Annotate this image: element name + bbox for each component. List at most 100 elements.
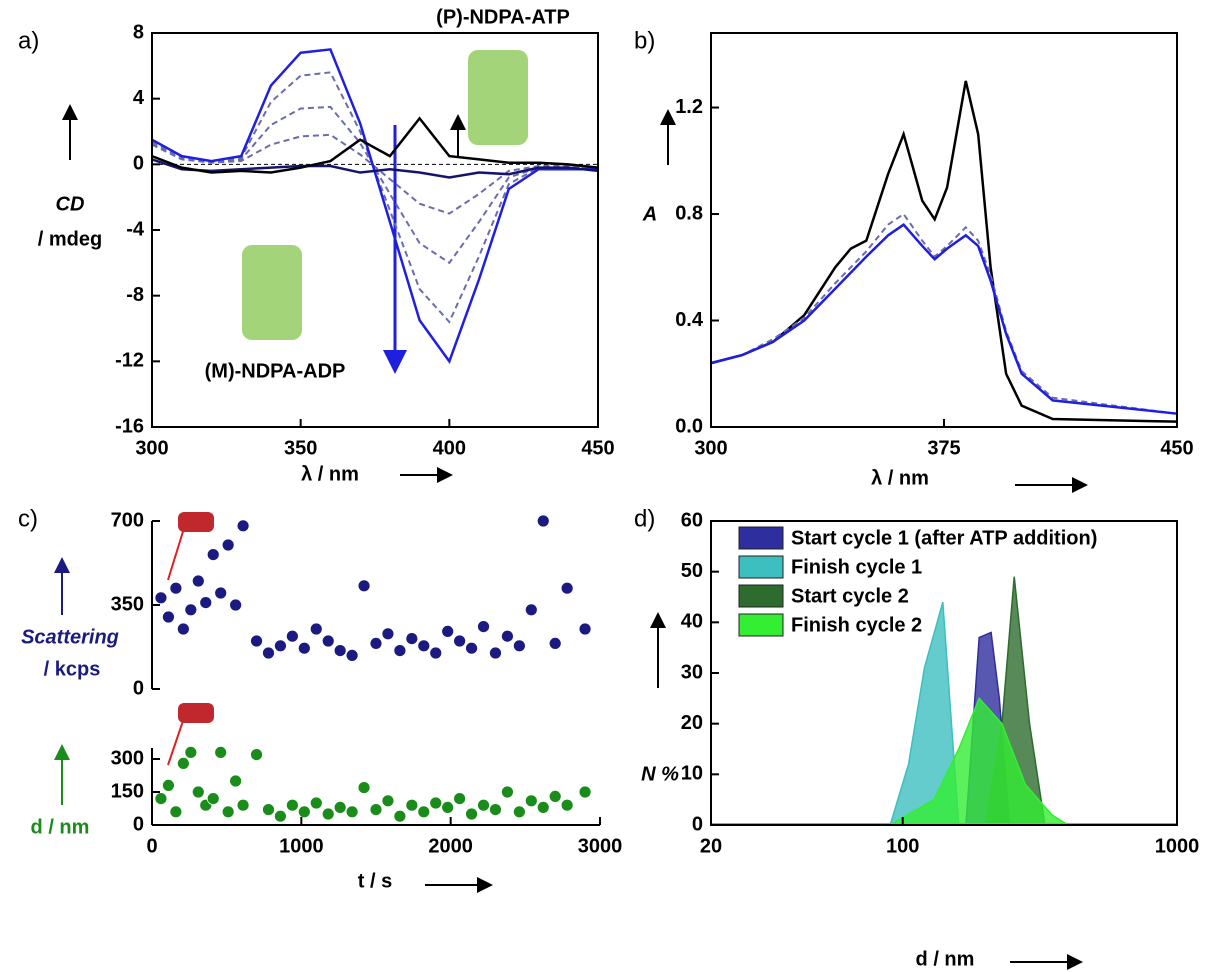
y-tick-label: 0.4 xyxy=(675,309,704,331)
line-series xyxy=(151,48,598,364)
y-unit: / mdeg xyxy=(38,228,102,250)
point xyxy=(357,579,371,593)
point xyxy=(191,574,205,588)
point xyxy=(405,632,419,645)
point xyxy=(489,646,502,660)
point xyxy=(297,641,311,655)
line-series xyxy=(151,133,599,215)
legend-label: Finish cycle 1 xyxy=(791,556,922,578)
legend-label: Start cycle 1 (after ATP addition) xyxy=(791,527,1097,549)
point xyxy=(199,596,213,609)
point xyxy=(429,796,443,810)
x-label: t / s xyxy=(358,870,392,892)
y-tick-label: 8 xyxy=(133,21,144,43)
point xyxy=(429,646,443,660)
y-tick-label: 60 xyxy=(681,509,703,531)
point xyxy=(417,639,431,653)
x-tick-label: 1000 xyxy=(1155,835,1200,857)
y-label: Scattering xyxy=(21,626,119,648)
point xyxy=(285,629,299,643)
point xyxy=(221,805,235,819)
line-series xyxy=(151,105,598,265)
panel-label: c) xyxy=(18,505,38,532)
point xyxy=(162,610,175,624)
area xyxy=(887,696,1071,826)
legend-swatch xyxy=(738,613,784,637)
line-series xyxy=(151,158,599,179)
point xyxy=(393,644,407,657)
line-series xyxy=(151,116,599,174)
point xyxy=(250,748,263,761)
point xyxy=(405,798,419,812)
y-tick-label: 350 xyxy=(111,593,144,615)
x-label: d / nm xyxy=(916,948,975,970)
x-tick-label: 2000 xyxy=(428,835,473,857)
y-tick-label: 0 xyxy=(133,813,144,835)
point xyxy=(489,803,502,816)
point xyxy=(206,792,220,805)
y-tick-label: 4 xyxy=(133,87,145,109)
point xyxy=(262,803,275,816)
point xyxy=(453,792,467,805)
point xyxy=(229,774,243,788)
x-label: λ / nm xyxy=(301,463,359,485)
x-tick-label: 3000 xyxy=(578,835,623,857)
helix-icons xyxy=(178,50,528,723)
point xyxy=(465,807,478,821)
x-tick-label: 450 xyxy=(581,437,614,459)
line-series xyxy=(151,71,598,324)
line-series xyxy=(710,212,1178,415)
point xyxy=(501,785,514,799)
x-label: λ / nm xyxy=(871,467,929,489)
point xyxy=(524,603,538,617)
y-label: A xyxy=(642,203,657,225)
y-tick-label: 300 xyxy=(111,747,144,769)
point xyxy=(465,641,478,655)
y-tick-label: 0.0 xyxy=(675,415,703,437)
panel-label: a) xyxy=(18,27,39,54)
x-tick-label: 300 xyxy=(694,437,727,459)
x-tick-label: 0 xyxy=(146,835,157,857)
line-series xyxy=(710,80,1178,423)
plot-frame xyxy=(710,32,1178,428)
point xyxy=(297,805,311,819)
point xyxy=(417,805,431,819)
point xyxy=(381,794,395,808)
point xyxy=(236,798,250,812)
point xyxy=(250,634,263,648)
point xyxy=(441,801,455,814)
x-tick-label: 20 xyxy=(700,835,722,857)
y-label: N % xyxy=(641,763,679,785)
y-tick-label: 150 xyxy=(111,780,144,802)
point xyxy=(229,598,243,612)
point xyxy=(184,746,198,759)
y-tick-label: 1.2 xyxy=(675,96,703,118)
point xyxy=(321,634,335,648)
y-tick-label: 0 xyxy=(692,813,703,835)
annotation: (M)-NDPA-ADP xyxy=(205,360,346,382)
y-tick-label: 20 xyxy=(681,712,703,734)
x-tick-label: 450 xyxy=(1160,437,1193,459)
point xyxy=(477,620,490,633)
y-tick-label: 0 xyxy=(133,677,144,699)
legend-label: Start cycle 2 xyxy=(791,585,909,607)
point xyxy=(441,625,455,638)
y-tick-label: 0 xyxy=(133,153,144,175)
point xyxy=(548,637,562,650)
x-tick-label: 1000 xyxy=(279,835,324,857)
legend-swatch xyxy=(738,555,784,579)
point xyxy=(536,514,550,528)
arrows xyxy=(54,104,1088,970)
point xyxy=(381,627,395,641)
point xyxy=(333,801,347,814)
point xyxy=(345,649,359,662)
point xyxy=(206,548,220,561)
point xyxy=(369,803,383,816)
point xyxy=(578,785,592,799)
point xyxy=(512,805,526,819)
point xyxy=(524,794,538,808)
point xyxy=(453,634,467,648)
panel-label: b) xyxy=(634,27,655,54)
point xyxy=(274,639,287,653)
